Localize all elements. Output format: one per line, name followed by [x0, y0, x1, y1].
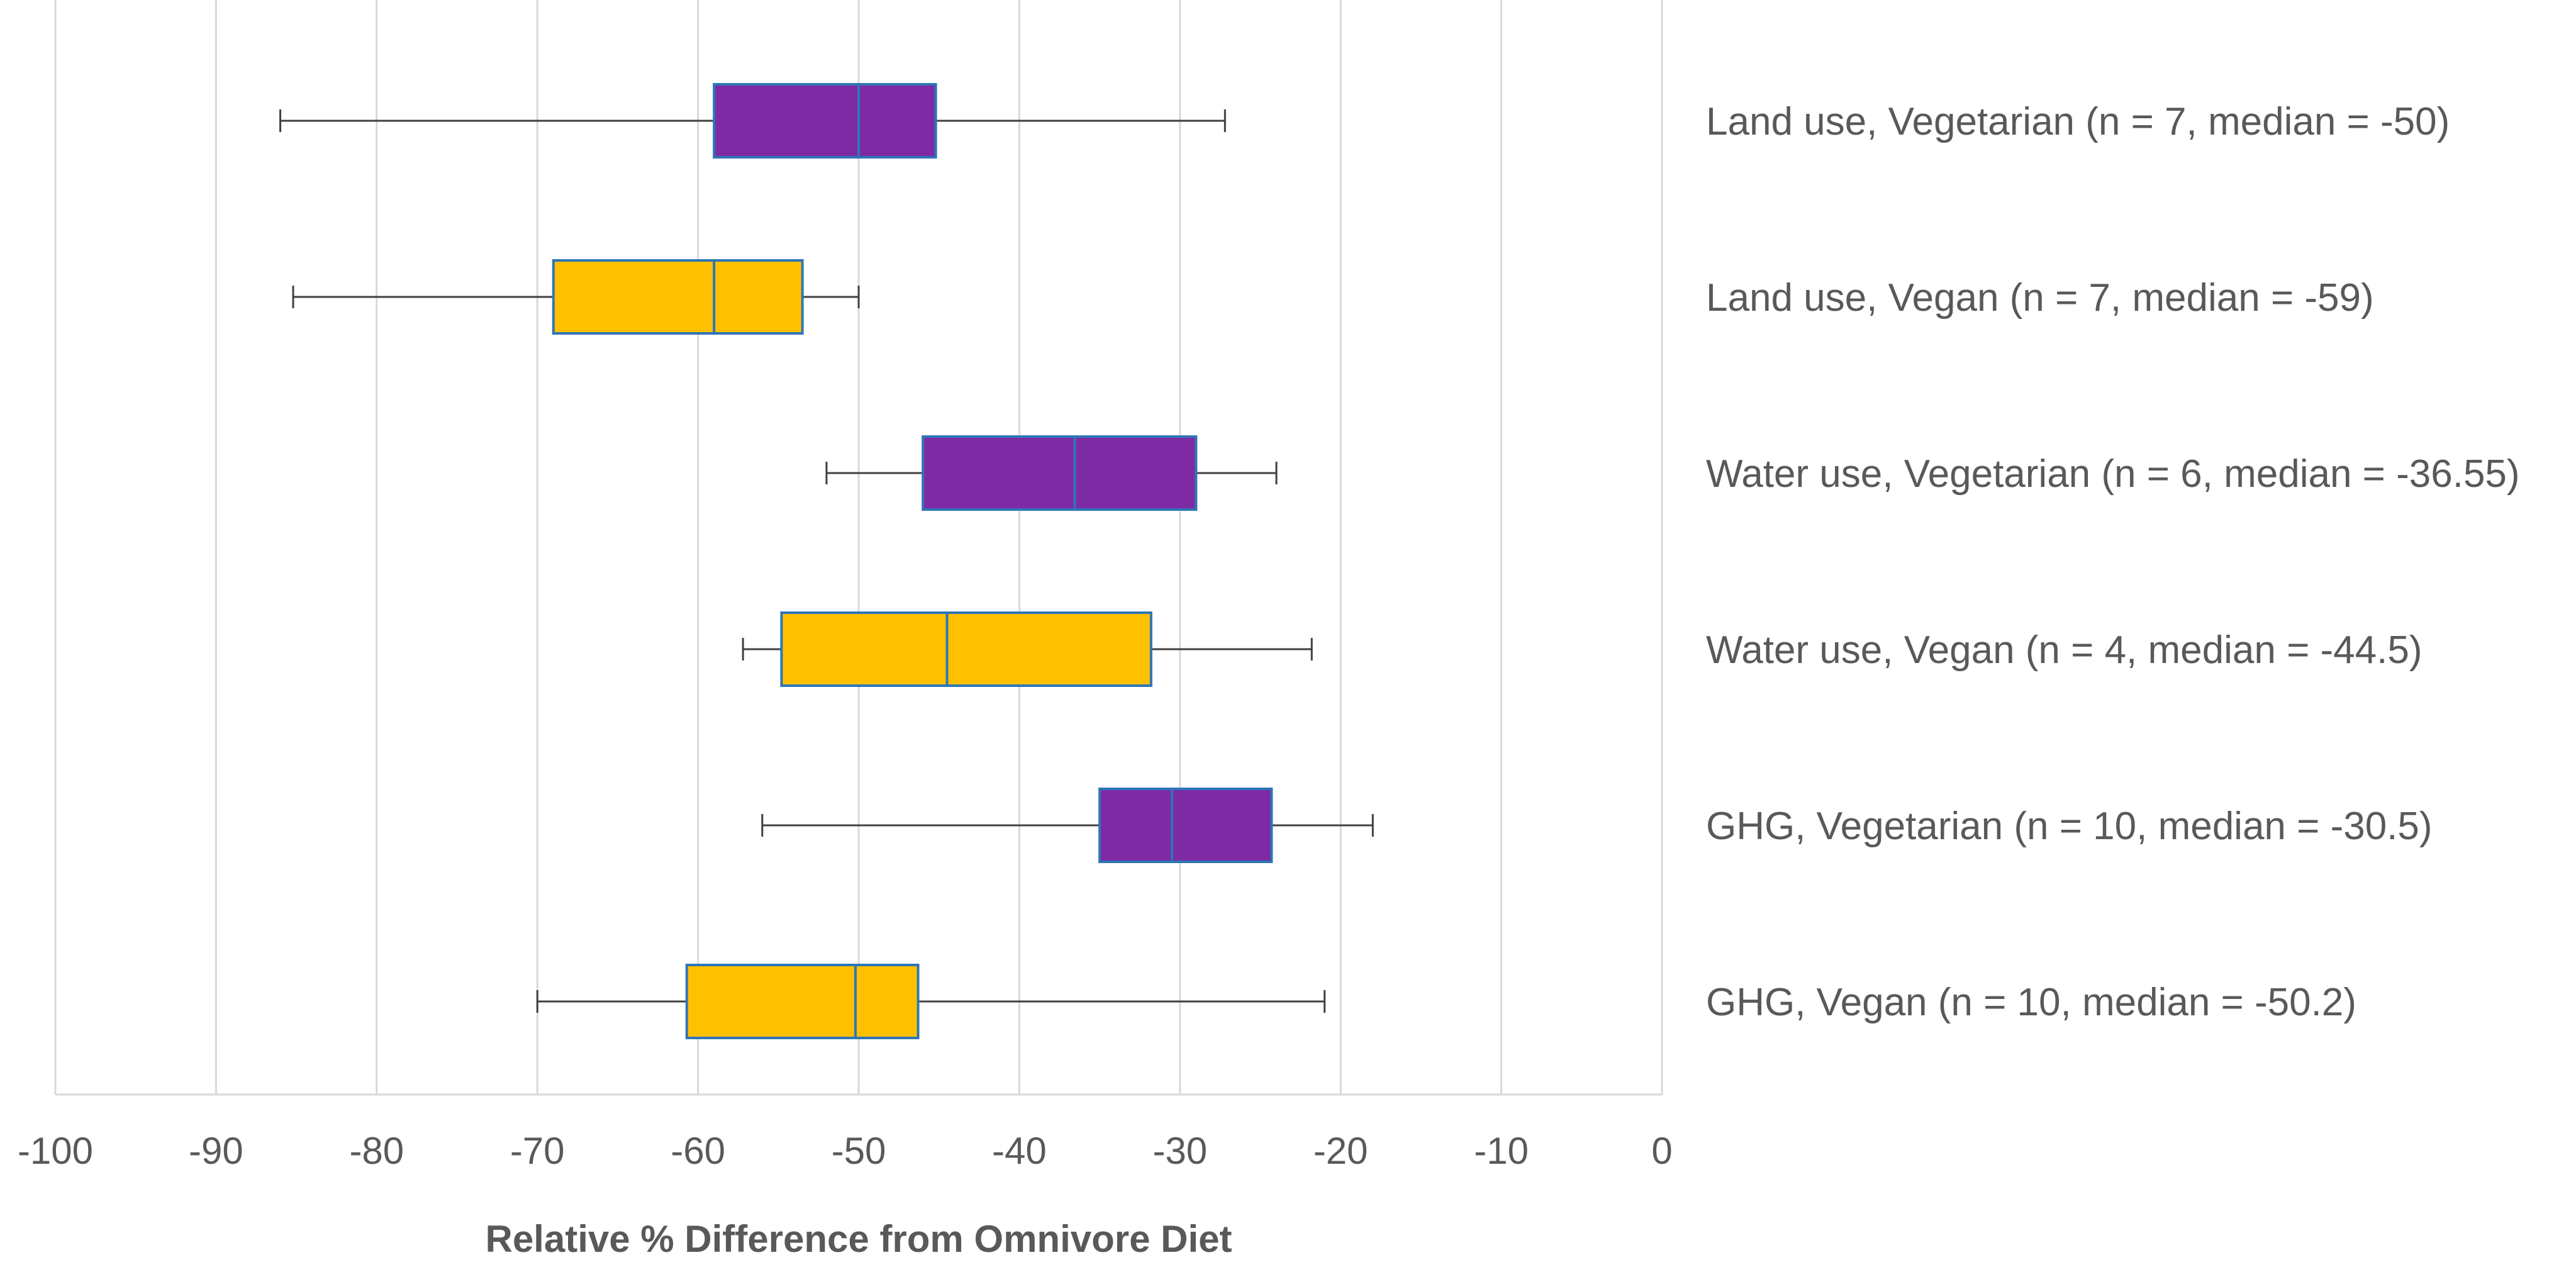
- row-label: Land use, Vegetarian (n = 7, median = -5…: [1706, 100, 2450, 143]
- x-tick-label: -100: [18, 1130, 93, 1172]
- iqr-box: [713, 83, 937, 159]
- x-tick-label: -30: [1152, 1130, 1207, 1172]
- x-axis-title: Relative % Difference from Omnivore Diet: [485, 1218, 1232, 1260]
- box-item-vegan: [742, 611, 1313, 687]
- box-item-vegan: [292, 259, 860, 335]
- x-axis-ticks: -100 -90 -80 -70 -60 -50 -40 -30 -20 -10 0: [18, 1130, 1673, 1172]
- iqr-box: [552, 259, 804, 335]
- box-item-vegetarian: [279, 83, 1226, 159]
- x-tick-label: 0: [1651, 1130, 1672, 1172]
- iqr-box: [685, 964, 920, 1039]
- row-label: Water use, Vegan (n = 4, median = -44.5): [1706, 628, 2422, 672]
- row-label: Land use, Vegan (n = 7, median = -59): [1706, 276, 2374, 320]
- x-tick-label: -90: [189, 1130, 243, 1172]
- row-labels: Land use, Vegetarian (n = 7, median = -5…: [1706, 100, 2520, 1024]
- row-label: GHG, Vegetarian (n = 10, median = -30.5): [1706, 805, 2433, 848]
- box-item-vegetarian: [761, 788, 1374, 863]
- x-tick-label: -80: [349, 1130, 404, 1172]
- row-label: GHG, Vegan (n = 10, median = -50.2): [1706, 981, 2356, 1024]
- x-tick-label: -50: [832, 1130, 886, 1172]
- x-tick-label: -60: [671, 1130, 725, 1172]
- x-tick-label: -10: [1474, 1130, 1529, 1172]
- iqr-box: [780, 611, 1152, 687]
- iqr-box: [922, 435, 1198, 511]
- x-tick-label: -40: [992, 1130, 1047, 1172]
- row-label: Water use, Vegetarian (n = 6, median = -…: [1706, 452, 2520, 496]
- x-tick-label: -70: [510, 1130, 565, 1172]
- box-item-vegetarian: [825, 435, 1278, 511]
- gridlines: [54, 0, 1663, 1095]
- iqr-box: [1098, 788, 1273, 863]
- box-series: [279, 83, 1374, 1039]
- x-tick-label: -20: [1313, 1130, 1368, 1172]
- box-item-vegan: [536, 964, 1326, 1039]
